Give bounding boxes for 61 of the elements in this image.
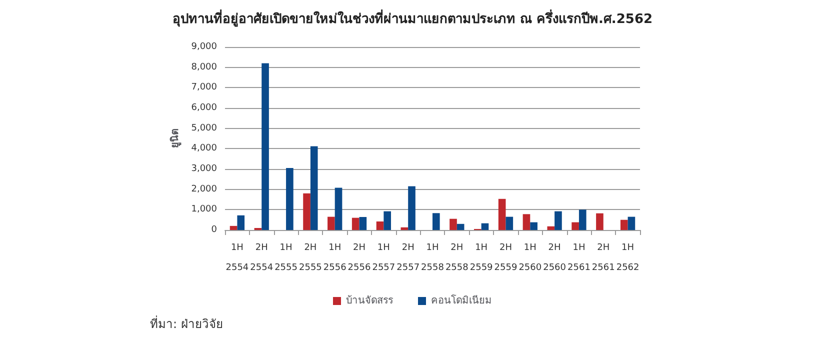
bar (450, 218, 457, 230)
y-tick-label: 9,000 (191, 42, 218, 52)
bar (286, 168, 294, 230)
chart-title: อุปทานที่อยู่อาศัยเปิดขายใหม่ในช่วงที่ผ่านมาแยกตามประเภท ณ ครึ่งแรกปีพ.ศ.2562 (172, 9, 653, 27)
bar (359, 216, 367, 230)
x-tick-label: 1H 2561 (568, 243, 590, 273)
y-tick-label: 1,000 (191, 204, 218, 215)
y-tick-label: 4,000 (191, 144, 218, 154)
y-tick-label: 7,000 (191, 82, 218, 93)
bar (522, 214, 530, 230)
bar (481, 223, 489, 230)
bar (352, 218, 360, 230)
bar (230, 226, 238, 230)
legend-label: บ้านจัดสรร (346, 294, 394, 306)
text: ที่มา: ฝ่ายวิจัย (150, 315, 223, 331)
bar (572, 222, 579, 230)
bar (456, 224, 464, 230)
x-tick-label: 2H 2554 (250, 243, 274, 273)
x-tick-label: 1H 2554 (226, 243, 249, 273)
y-axis-title: ยูนิต (168, 129, 182, 148)
x-tick-label: 1H 2557 (372, 243, 396, 273)
bar (237, 215, 245, 230)
bar (303, 193, 310, 230)
y-tick-label: 8,000 (191, 62, 218, 72)
bar (328, 216, 335, 230)
bar (620, 220, 628, 230)
bar (310, 146, 318, 230)
x-tick-label: 2H 2556 (348, 243, 371, 273)
x-tick-label: 2H 2561 (592, 243, 615, 273)
bar (596, 213, 604, 230)
y-tick-label: 0 (211, 225, 218, 235)
x-tick-label: 2H 2558 (445, 243, 469, 273)
bar (376, 221, 384, 230)
bar (384, 211, 391, 230)
y-tick-label: 3,000 (191, 164, 218, 174)
bar (628, 216, 636, 230)
bar (432, 213, 440, 230)
bar (530, 222, 538, 230)
bar (547, 226, 555, 230)
y-tick-label: 6,000 (191, 103, 218, 113)
bar (554, 211, 562, 230)
x-tick-label: 2H 2557 (396, 243, 420, 273)
x-tick-label: 1H 2555 (274, 243, 298, 273)
x-tick-label: 1H 2559 (470, 243, 494, 273)
y-tick-label: 2,000 (191, 184, 218, 194)
bar (578, 210, 586, 230)
bar (262, 63, 269, 230)
x-tick-label: 2H 2559 (494, 243, 518, 273)
x-tick-label: 1H 2558 (421, 243, 444, 273)
legend-label: คอนโดมิเนียม (431, 294, 492, 306)
bar (506, 216, 514, 230)
x-tick-label: 2H 2560 (543, 243, 566, 273)
bar (334, 188, 342, 230)
x-tick-label: 2H 2555 (298, 243, 322, 273)
bar (400, 227, 408, 230)
y-tick-label: 5,000 (191, 123, 218, 134)
x-tick-label: 1H 2556 (323, 243, 347, 273)
bar (408, 186, 416, 230)
bar (498, 198, 506, 230)
x-tick-label: 1H 2560 (518, 243, 542, 273)
x-tick-label: 1H 2562 (616, 243, 640, 273)
